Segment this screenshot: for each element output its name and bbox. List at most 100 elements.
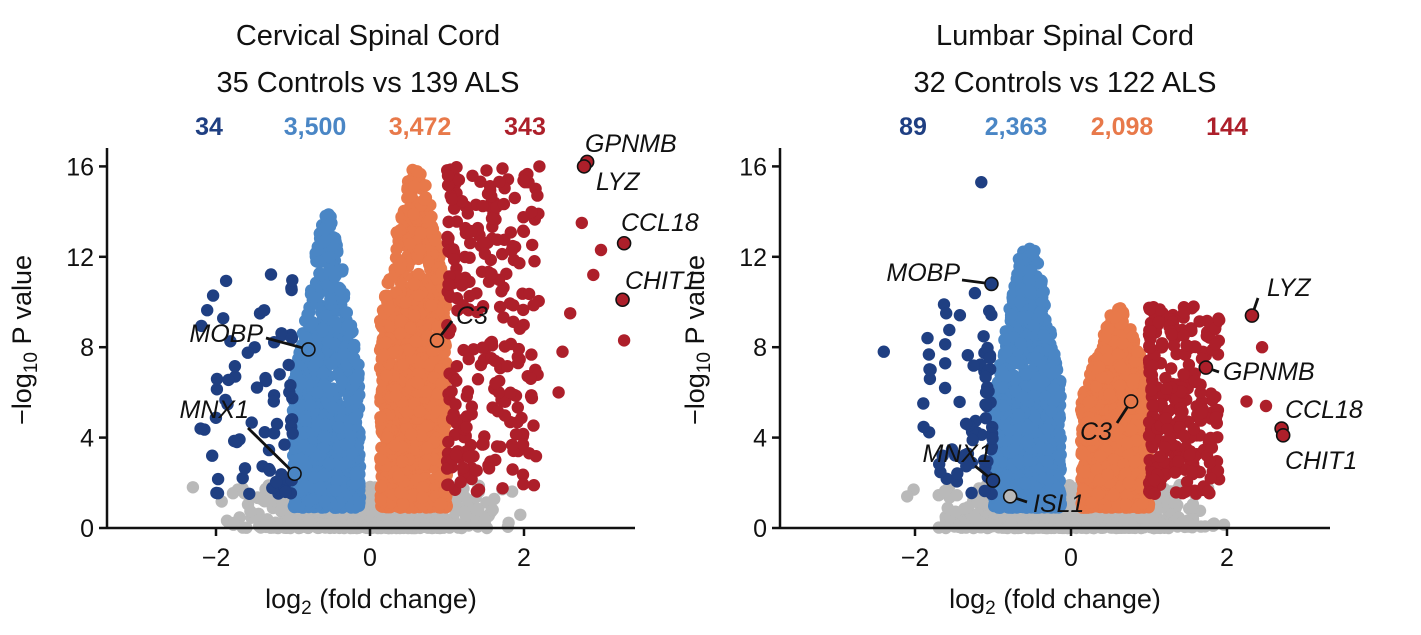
data-point [564, 307, 577, 320]
data-point [504, 226, 517, 239]
data-point [350, 371, 363, 385]
data-point [491, 405, 504, 418]
data-point [449, 398, 462, 411]
data-point [455, 279, 469, 292]
data-point [324, 293, 337, 306]
data-point [383, 302, 396, 315]
data-point [241, 346, 254, 359]
data-point [447, 253, 461, 266]
gene-label: CCL18 [621, 209, 699, 237]
data-point [901, 490, 914, 503]
data-point [319, 418, 332, 431]
gene-point [301, 342, 316, 357]
data-point [458, 490, 471, 503]
category-count-2: 3,472 [389, 113, 452, 141]
data-point [410, 165, 424, 178]
category-count-0: 34 [195, 113, 223, 141]
data-point [306, 316, 319, 329]
data-point [286, 274, 299, 287]
data-point [349, 468, 362, 481]
y-tick-label: 12 [66, 244, 94, 272]
chart-subtitle: 35 Controls vs 139 ALS [216, 67, 519, 99]
data-point [304, 399, 317, 412]
data-point [456, 461, 470, 475]
data-point [524, 372, 537, 385]
data-point [323, 251, 336, 264]
data-point [413, 243, 427, 257]
data-point [1017, 519, 1030, 532]
data-point [228, 434, 241, 448]
data-point [194, 422, 207, 435]
panel-cervical: Cervical Spinal Cord 35 Controls vs 139 A… [7, 20, 699, 619]
data-point [408, 180, 421, 193]
data-point [326, 384, 339, 397]
category-count-3: 343 [504, 113, 546, 141]
data-point [454, 475, 467, 489]
data-point [397, 498, 410, 511]
data-point [441, 169, 455, 182]
data-point [390, 226, 404, 239]
data-point [525, 205, 538, 219]
data-point [522, 287, 536, 301]
data-point [442, 478, 455, 491]
data-point [326, 401, 339, 414]
data-point [423, 358, 436, 372]
data-point [269, 475, 283, 489]
data-point [374, 493, 387, 507]
data-point [416, 491, 429, 504]
y-axis-label: −log10 P value [7, 255, 42, 425]
data-point [329, 484, 342, 497]
data-point [502, 516, 515, 529]
chart-subtitle: 32 Controls vs 122 ALS [913, 67, 1216, 99]
data-point [477, 438, 490, 451]
data-point [210, 372, 224, 386]
data-point [408, 278, 421, 291]
category-count-3: 144 [1206, 113, 1248, 141]
data-point [526, 238, 539, 252]
data-point [462, 352, 475, 366]
data-point [422, 255, 435, 268]
data-point [452, 173, 466, 187]
data-point [478, 513, 492, 526]
data-point [425, 299, 438, 312]
gene-point [429, 333, 445, 348]
data-point [322, 335, 335, 348]
x-tick-label: −2 [202, 544, 231, 572]
data-point [201, 304, 214, 317]
data-point [331, 368, 344, 381]
data-point [341, 319, 354, 332]
data-point [282, 358, 295, 372]
data-point [463, 251, 476, 264]
data-point [514, 508, 527, 521]
y-tick-label: 16 [66, 153, 94, 181]
data-point [300, 331, 313, 345]
data-point [259, 371, 272, 385]
data-point [461, 207, 474, 220]
data-point [260, 518, 274, 532]
data-point [332, 420, 345, 434]
gene-label: MOBP [189, 320, 263, 348]
data-point [472, 504, 485, 517]
data-point [594, 243, 608, 257]
data-point [474, 175, 487, 188]
data-point [299, 414, 312, 427]
data-point [375, 479, 388, 493]
data-point [325, 357, 338, 370]
data-point [238, 462, 252, 475]
data-point [496, 482, 509, 495]
chart-title: Cervical Spinal Cord [236, 20, 500, 52]
data-point [340, 306, 353, 319]
data-point [219, 274, 233, 288]
data-point [425, 210, 438, 223]
data-point [1198, 520, 1212, 533]
data-point [498, 340, 512, 353]
data-point [418, 458, 431, 471]
data-point [459, 509, 472, 522]
data-point [308, 291, 321, 304]
data-point [318, 234, 331, 248]
data-point [410, 375, 423, 389]
x-axis-label: log2 (fold change) [265, 584, 477, 619]
data-point [1105, 520, 1118, 533]
data-point [313, 483, 327, 496]
